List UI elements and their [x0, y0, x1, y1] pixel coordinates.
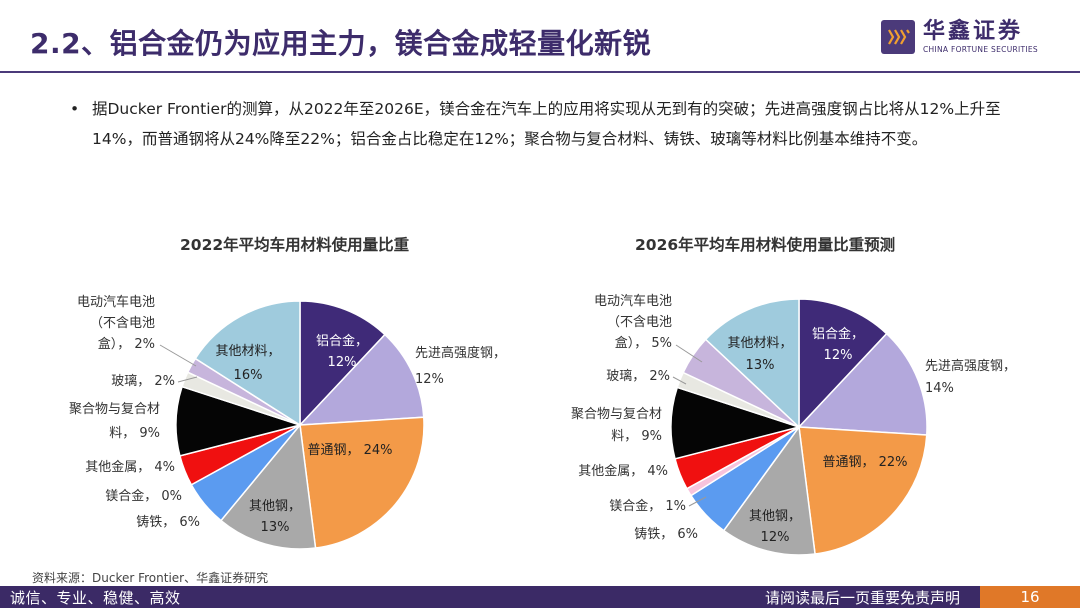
pie-1-label-normal-steel: 普通钢， 22% [822, 455, 907, 470]
pie-0-slice-other-material [194, 300, 301, 427]
pie-1-leader-ev-battery [675, 344, 703, 363]
pie-1-label-aluminum: 铝合金， 12% [812, 326, 864, 363]
footer-bar: 诚信、专业、稳健、高效 请阅读最后一页重要免责声明 16 [0, 586, 1080, 608]
pie-1-slice-ahss [797, 332, 928, 436]
pie-0-leader-ev-battery [159, 344, 197, 367]
pie-1-label-ahss: 先进高强度钢， 14% [925, 358, 1016, 396]
logo-name-cn: 华鑫证券 [922, 19, 1023, 44]
pie-1-slice-other-material [704, 298, 800, 429]
pie-0-label-magnesium: 镁合金， 0% [105, 488, 182, 504]
pie-0-label-glass: 玻璃， 2% [111, 374, 175, 389]
page-number: 16 [980, 586, 1080, 608]
chart-title-2022: 2022年平均车用材料使用量比重 [180, 236, 410, 254]
pie-1-label-other-steel: 其他钢， 12% [749, 509, 801, 545]
source-note: 资料来源：Ducker Frontier、华鑫证券研究 [32, 571, 269, 585]
pie-1-slice-aluminum [798, 298, 888, 429]
logo-name-en: CHINA FORTUNE SECURITIES [922, 45, 1038, 54]
company-logo: 华鑫证券 CHINA FORTUNE SECURITIES [880, 19, 1038, 54]
pie-0-label-polymer: 聚合物与复合材料， 9% [69, 402, 160, 441]
pie-chart-2022: 铝合金， 12% 先进高强度钢， 12% 普通钢， 24% 其他钢， 13% 铸铁， 6% 镁合… [69, 294, 506, 550]
chart-title-2026: 2026年平均车用材料使用量比重预测 [635, 236, 896, 254]
pie-1-label-glass: 玻璃， 2% [606, 369, 670, 384]
pie-1-label-ev-battery: 电动汽车电池（不含电池盒）， 5% [594, 293, 672, 351]
pie-1-label-other-material: 其他材料， 13% [727, 336, 792, 373]
pie-0-label-aluminum: 铝合金， 12% [316, 333, 368, 370]
pie-0-label-other-steel: 其他钢， 13% [249, 499, 301, 535]
pie-1-slice-other-steel [722, 425, 816, 556]
bullet-dot: • [70, 100, 80, 118]
pie-0-slice-ahss [298, 333, 425, 426]
pie-1-label-other-metal: 其他金属， 4% [578, 463, 668, 479]
title-divider [0, 71, 1080, 73]
pie-1-label-cast-iron: 铸铁， 6% [634, 526, 698, 542]
footer-disclaimer: 请阅读最后一页重要免责声明 [764, 589, 960, 607]
pie-1-label-polymer: 聚合物与复合材料， 9% [571, 407, 662, 444]
pie-1-slice-normal-steel [798, 426, 928, 555]
pie-0-slice-aluminum [299, 300, 386, 427]
summary-bullet: • 据Ducker Frontier的测算，从2022年至2026E，镁合金在汽… [70, 94, 1032, 154]
pie-0-label-ahss: 先进高强度钢， 12% [415, 345, 506, 387]
pie-0-label-other-metal: 其他金属， 4% [85, 459, 175, 475]
footer-slogan: 诚信、专业、稳健、高效 [10, 589, 181, 607]
pie-1-label-magnesium: 镁合金， 1% [609, 498, 686, 514]
pie-0-slice-other-steel [219, 423, 317, 550]
summary-text: 据Ducker Frontier的测算，从2022年至2026E，镁合金在汽车上… [92, 100, 1001, 148]
pie-0-leader-glass [177, 376, 198, 383]
pie-1-leader-glass [672, 376, 687, 385]
pie-0-slice-normal-steel [299, 416, 425, 549]
page-title: 2.2、铝合金仍为应用主力，镁合金成轻量化新锐 [30, 27, 652, 60]
pie-0-label-other-material: 其他材料， 16% [215, 344, 280, 383]
logo-mark-icon [880, 20, 915, 54]
pie-0-label-cast-iron: 铸铁， 6% [136, 514, 200, 530]
pie-0-label-normal-steel: 普通钢， 24% [307, 443, 392, 458]
pie-1-leader-magnesium [688, 496, 707, 507]
pie-0-label-ev-battery: 电动汽车电池（不含电池盒）， 2% [77, 294, 155, 352]
pie-chart-2026: 铝合金， 12% 先进高强度钢， 14% 普通钢， 22% 其他钢， 12% 铸铁， 6% 镁合… [571, 293, 1016, 556]
